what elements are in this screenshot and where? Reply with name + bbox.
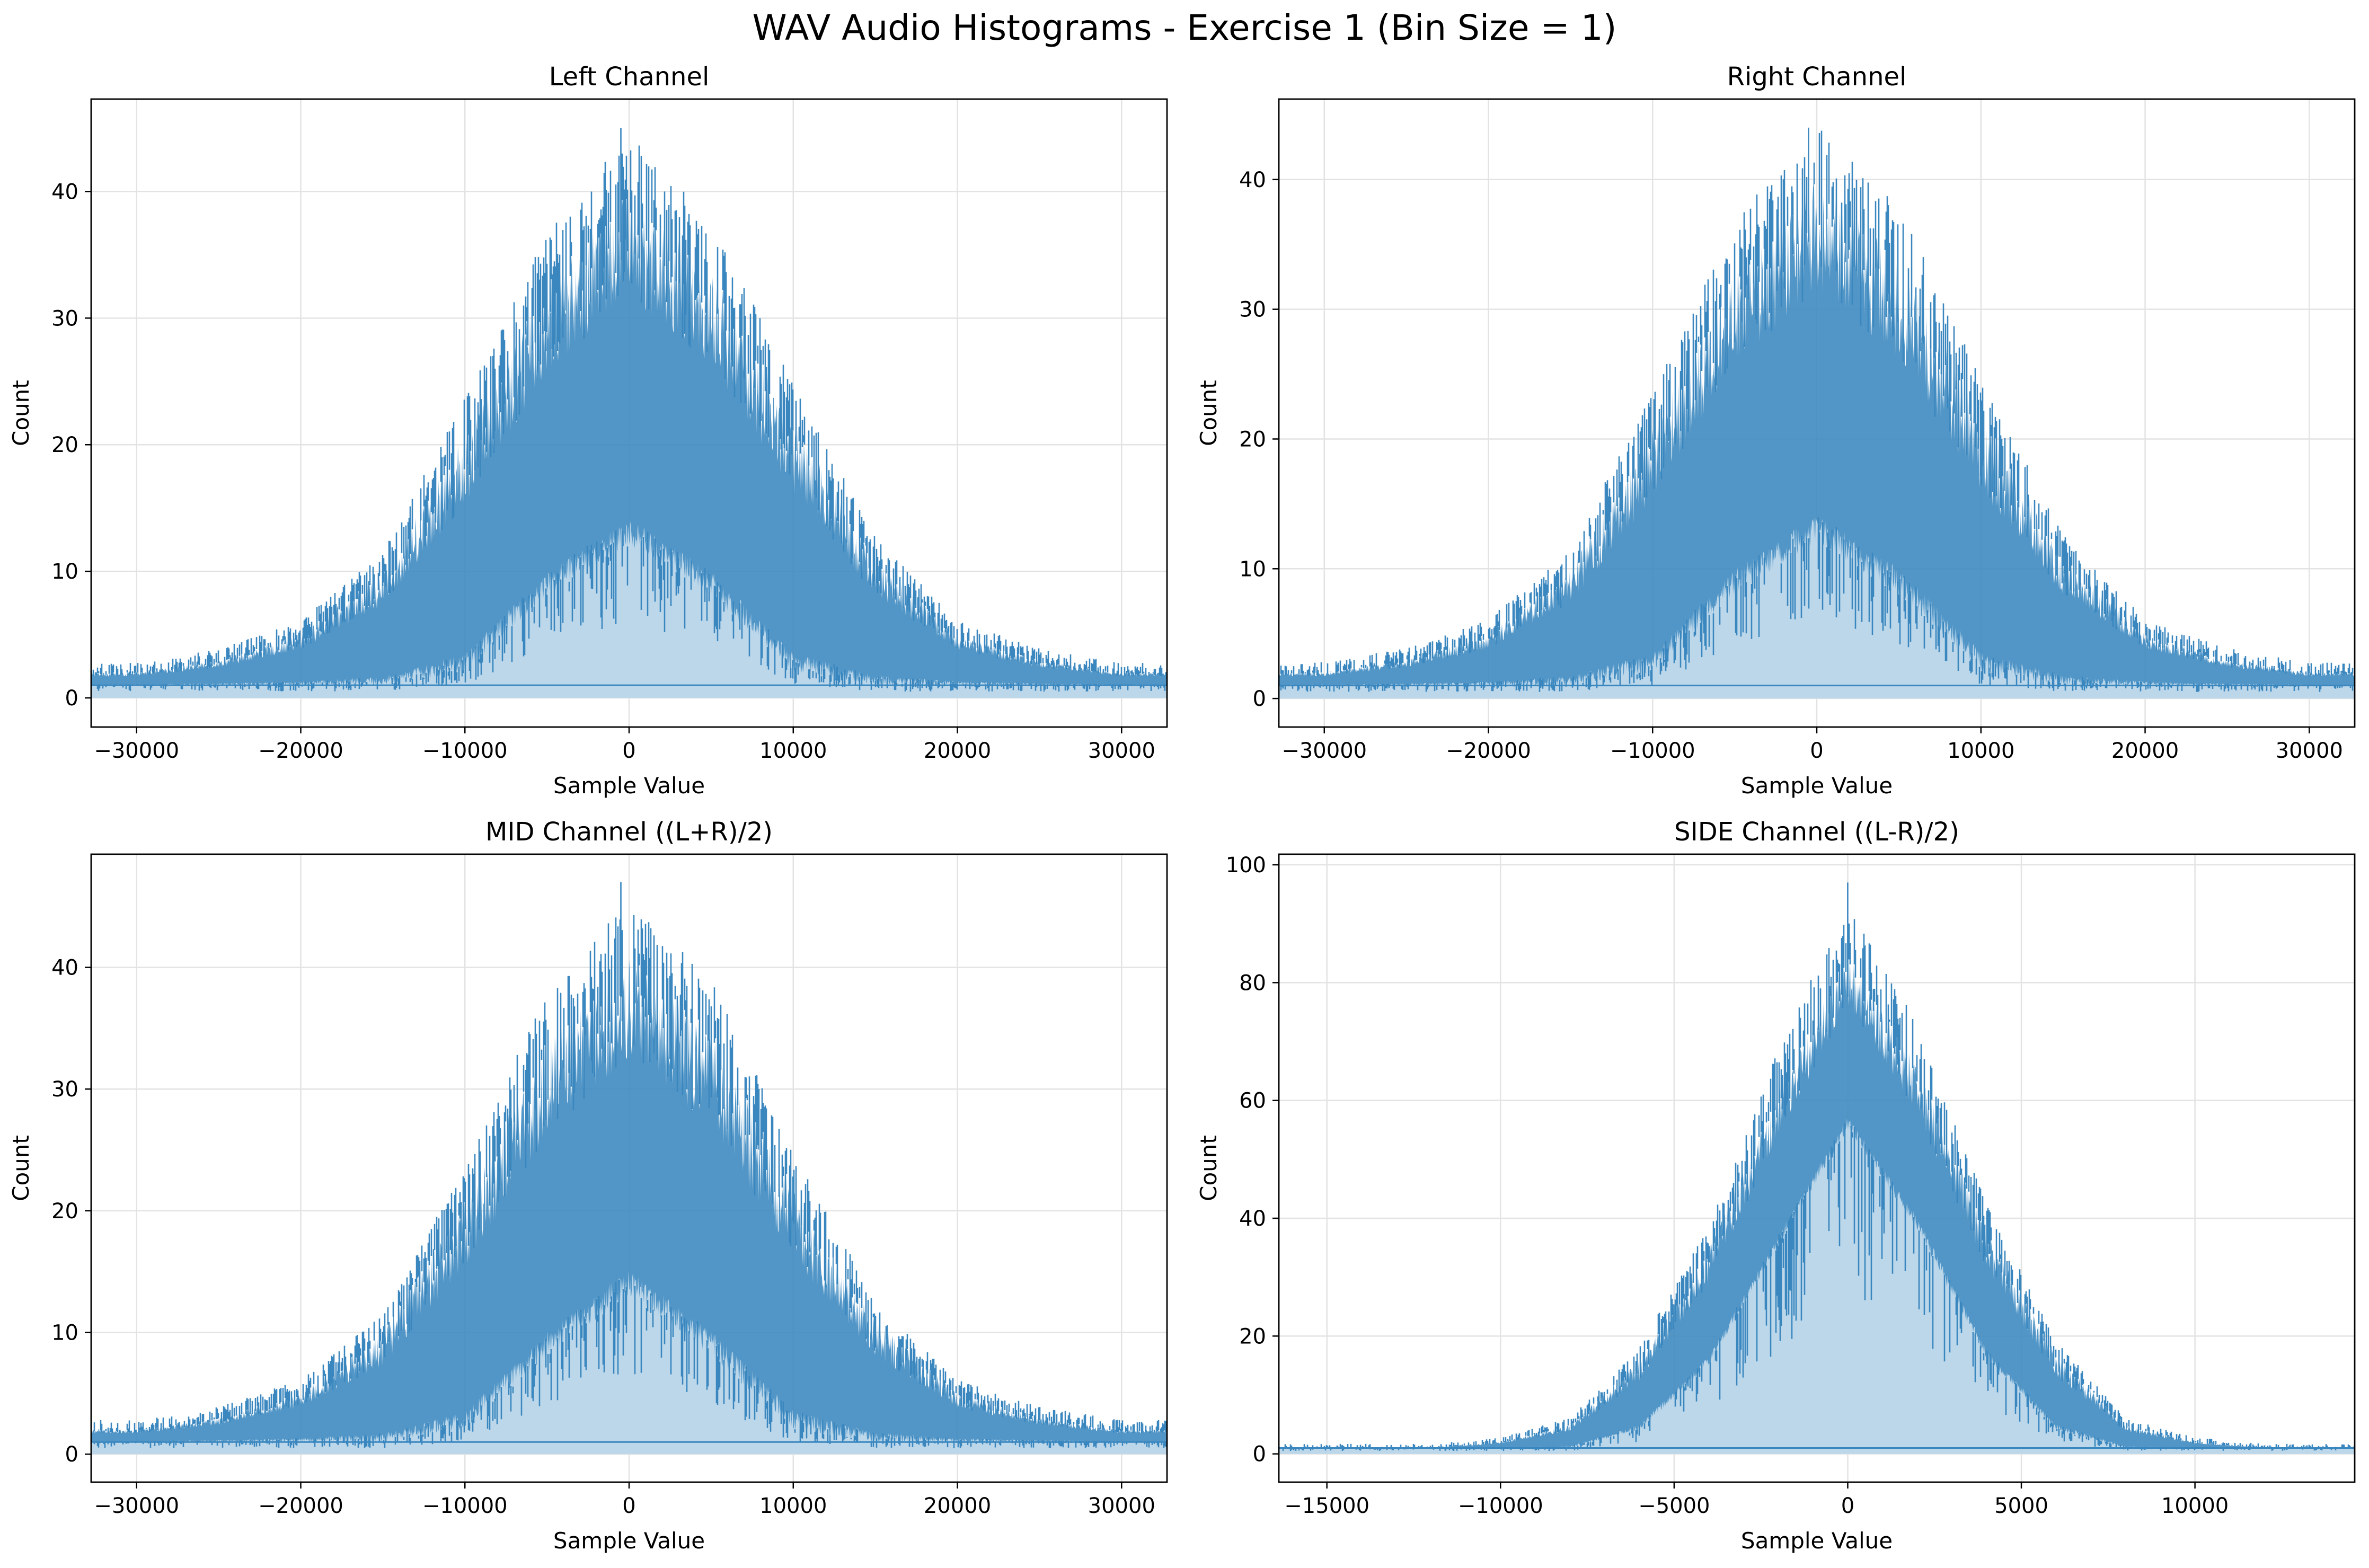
y-tick-label: 30: [1239, 298, 1266, 322]
y-tick-label: 60: [1239, 1089, 1266, 1113]
subplot-1: −30000 −20000 −10000 0 10000 20000 30000 0 10 20 3…: [8, 62, 1168, 799]
x-tick-label: −30000: [1281, 739, 1367, 763]
x-tick-label: 5000: [1994, 1494, 2048, 1518]
x-axis-label: Sample Value: [553, 773, 705, 799]
x-tick-label: −20000: [258, 739, 343, 763]
y-tick-label: 20: [51, 1199, 78, 1224]
y-axis-label: Count: [1196, 380, 1222, 446]
x-tick-label: 0: [622, 739, 635, 763]
y-tick-label: 40: [1239, 1207, 1266, 1231]
y-axis-label: Count: [8, 380, 34, 446]
x-tick-label: 30000: [2276, 739, 2343, 763]
y-tick-label: 20: [51, 433, 78, 457]
subplot-2: −30000 −20000 −10000 0 10000 20000 30000 0 10 20 3…: [1196, 62, 2356, 799]
x-tick-label: −10000: [1458, 1494, 1543, 1518]
subplot-title: SIDE Channel ((L-R)/2): [1674, 817, 1959, 847]
subplot-3: −30000 −20000 −10000 0 10000 20000 30000 0 10 20 3…: [8, 817, 1168, 1554]
x-tick-label: −5000: [1638, 1494, 1710, 1518]
y-tick-label: 10: [51, 1321, 78, 1345]
y-tick-label: 10: [1239, 557, 1266, 581]
axes-frame: [1278, 853, 2356, 1483]
x-tick-label: 10000: [759, 1494, 827, 1518]
histogram-fill: [1279, 517, 2355, 699]
x-tick-label: 0: [1841, 1494, 1854, 1518]
x-tick-label: −10000: [422, 1494, 508, 1518]
x-tick-label: −10000: [1610, 739, 1695, 763]
histogram-series: [91, 128, 1167, 698]
x-tick-label: −10000: [422, 739, 508, 763]
y-tick-label: 10: [51, 560, 78, 584]
histogram-series: [1279, 882, 2355, 1454]
y-tick-label: 40: [51, 956, 78, 980]
histogram-band: [1279, 959, 2355, 1448]
histogram-spikes: [91, 882, 1167, 1448]
histogram-series: [1279, 127, 2355, 699]
histogram-fill: [1279, 1118, 2355, 1454]
y-tick-label: 40: [51, 180, 78, 204]
histogram-fill: [91, 521, 1167, 698]
subplot-title: Right Channel: [1727, 62, 1907, 92]
subplot-title: MID Channel ((L+R)/2): [485, 817, 773, 847]
x-tick-label: 20000: [924, 739, 991, 763]
x-tick-label: 20000: [2111, 739, 2179, 763]
histogram-band: [91, 960, 1167, 1442]
y-tick-label: 80: [1239, 971, 1266, 995]
x-tick-label: −20000: [258, 1494, 343, 1518]
y-tick-label: 0: [1253, 687, 1266, 711]
figure-title: WAV Audio Histograms - Exercise 1 (Bin S…: [752, 7, 1617, 48]
x-tick-label: 10000: [2161, 1494, 2229, 1518]
x-axis-label: Sample Value: [1741, 773, 1893, 799]
x-tick-label: 10000: [1947, 739, 2014, 763]
x-tick-label: 0: [1810, 739, 1823, 763]
x-axis-label: Sample Value: [1741, 1528, 1893, 1554]
x-tick-label: −20000: [1446, 739, 1531, 763]
x-tick-label: 30000: [1088, 1494, 1155, 1518]
y-tick-label: 30: [51, 306, 78, 331]
x-tick-label: 10000: [759, 739, 827, 763]
y-tick-label: 40: [1239, 168, 1266, 192]
y-tick-label: 0: [1253, 1442, 1266, 1467]
y-axis-label: Count: [8, 1135, 34, 1201]
subplot-4: −15000 −10000 −5000 0 5000 10000 0 20 40 60 80 100 S…: [1196, 817, 2356, 1554]
histogram-band: [91, 199, 1167, 686]
x-tick-label: −30000: [94, 1494, 179, 1518]
y-tick-label: 20: [1239, 1324, 1266, 1349]
y-tick-label: 0: [65, 686, 78, 711]
y-axis-label: Count: [1196, 1135, 1222, 1201]
x-tick-label: 20000: [924, 1494, 991, 1518]
x-tick-label: 30000: [1088, 739, 1155, 763]
histogram-band: [1279, 183, 2355, 686]
y-tick-label: 100: [1226, 853, 1266, 878]
histogram-fill: [91, 1270, 1167, 1455]
y-tick-label: 0: [65, 1442, 78, 1467]
x-tick-label: −15000: [1284, 1494, 1369, 1518]
subplot-title: Left Channel: [549, 62, 710, 92]
y-tick-label: 30: [51, 1077, 78, 1102]
histogram-series: [91, 882, 1167, 1455]
x-tick-label: −30000: [94, 739, 179, 763]
x-axis-label: Sample Value: [553, 1528, 705, 1554]
x-tick-label: 0: [622, 1494, 635, 1518]
y-tick-label: 20: [1239, 427, 1266, 451]
